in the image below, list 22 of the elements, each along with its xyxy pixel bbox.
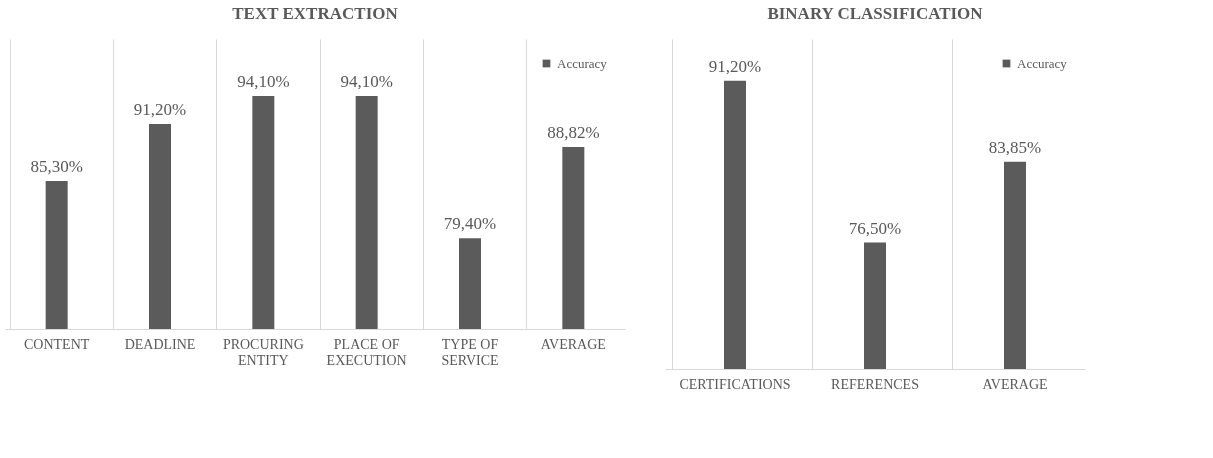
data-label: 94,10% bbox=[237, 72, 290, 92]
x-tick-label: PROCURING ENTITY bbox=[222, 336, 304, 368]
data-label: 91,20% bbox=[708, 56, 762, 76]
x-tick-label: AVERAGE bbox=[540, 336, 606, 352]
x-tick-label: DEADLINE bbox=[124, 336, 196, 352]
x-tick-label: TYPE OF SERVICE bbox=[441, 336, 499, 368]
legend-label: Accuracy bbox=[557, 55, 608, 71]
chart-title: TEXT EXTRACTION bbox=[232, 4, 399, 23]
x-tick-label: PLACE OF EXECUTION bbox=[326, 336, 407, 368]
data-label: 79,40% bbox=[443, 214, 497, 234]
x-tick-label: REFERENCES bbox=[831, 376, 919, 392]
chart-title: BINARY CLASSIFICATION bbox=[767, 4, 984, 23]
data-label: 94,10% bbox=[340, 72, 393, 92]
data-label: 91,20% bbox=[133, 100, 187, 120]
x-tick-label: CONTENT bbox=[24, 336, 90, 352]
data-label: 85,30% bbox=[30, 157, 83, 177]
data-label: 83,85% bbox=[988, 137, 1042, 157]
legend-label: Accuracy bbox=[1017, 55, 1068, 71]
data-label: 76,50% bbox=[848, 218, 902, 238]
x-tick-label: CERTIFICATIONS bbox=[679, 376, 791, 392]
x-tick-label: AVERAGE bbox=[982, 376, 1048, 392]
data-label: 88,82% bbox=[547, 123, 600, 143]
